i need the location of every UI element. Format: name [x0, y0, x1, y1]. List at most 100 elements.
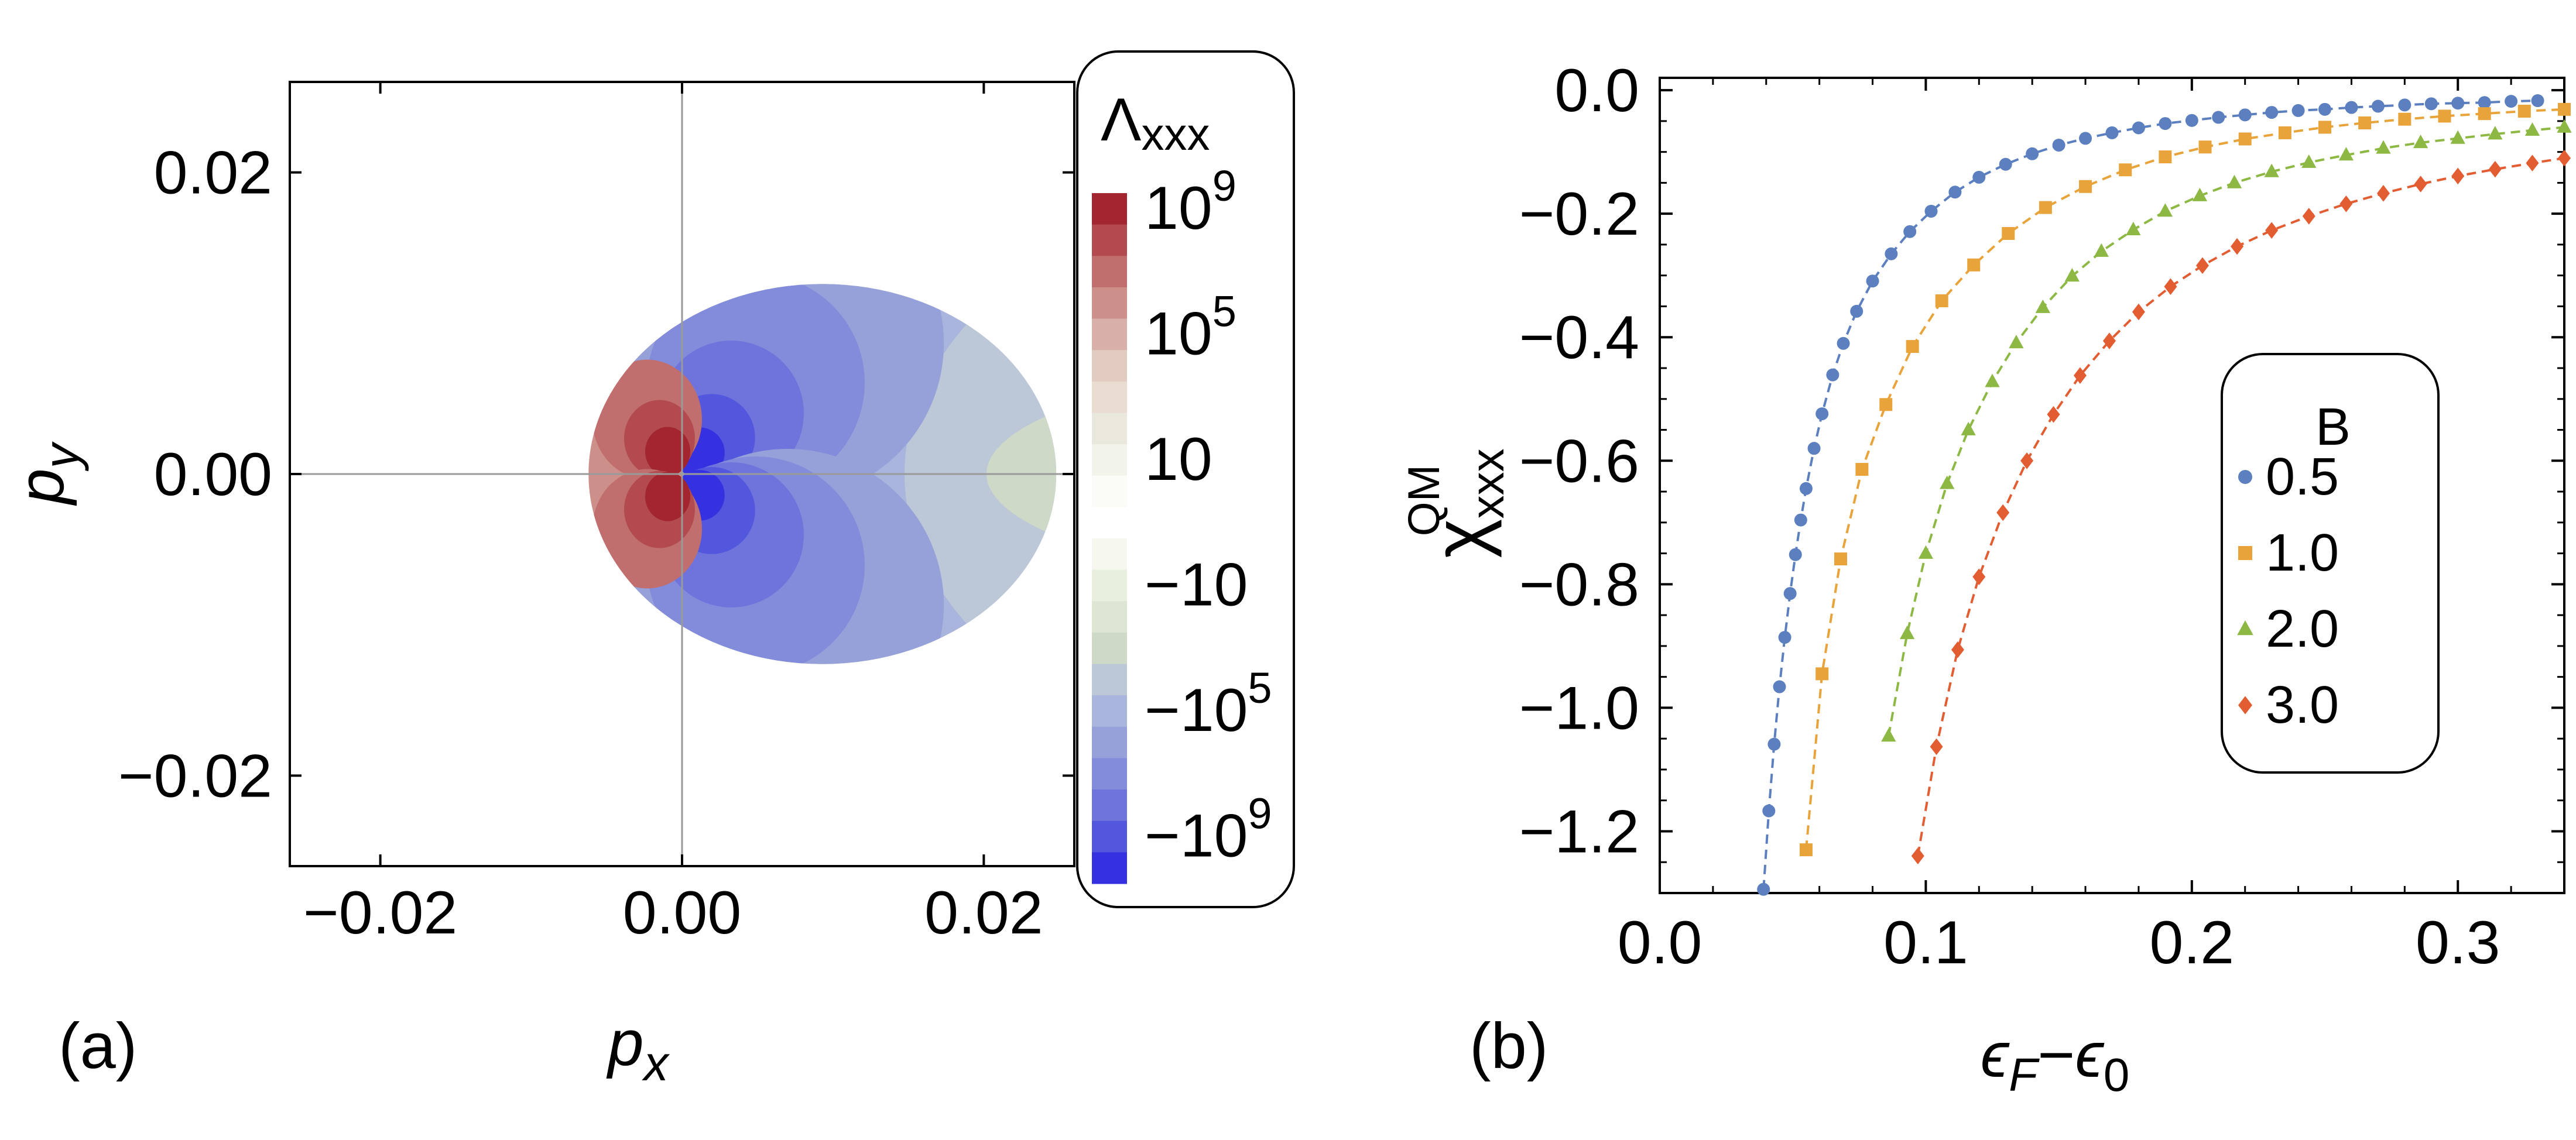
- data-point: [2079, 180, 2092, 193]
- data-point: [2302, 208, 2315, 225]
- colorbar-swatch: [1092, 726, 1127, 758]
- data-point: [1855, 463, 1869, 476]
- data-point: [1789, 548, 1802, 561]
- data-point: [2414, 176, 2427, 193]
- colorbar-tick-label: 10: [1145, 425, 1212, 493]
- y-tick-label: −0.2: [1519, 180, 1639, 248]
- y-tick-label: 0.0: [1554, 57, 1639, 125]
- axis-a-ticks: −0.02 0.00 0.02 0.02 0.00 −0.02: [118, 82, 1074, 947]
- plot-b-frame: [1659, 77, 2565, 894]
- colorbar-swatch: [1092, 632, 1127, 665]
- colorbar-swatch: [1092, 538, 1127, 571]
- colorbar-swatch: [1092, 695, 1127, 727]
- data-point: [1799, 482, 1813, 495]
- colorbar-frame: [1076, 50, 1295, 908]
- data-point: [1815, 407, 1829, 421]
- data-point: [2318, 102, 2332, 116]
- data-point: [2192, 187, 2208, 201]
- y-tick-label: −0.02: [118, 742, 272, 810]
- y-tick-label: 0.02: [154, 139, 272, 207]
- contour-band: [645, 472, 690, 521]
- data-point: [1783, 587, 1797, 600]
- contour-band: [645, 427, 690, 476]
- data-point: [2424, 97, 2438, 111]
- data-point: [2265, 106, 2279, 119]
- legend-marker: [2238, 696, 2252, 715]
- data-point: [2020, 452, 2034, 469]
- data-point: [1773, 680, 1786, 693]
- x-tick-label: 0.1: [1883, 909, 1968, 977]
- data-point: [2265, 222, 2279, 239]
- data-point: [2398, 112, 2411, 126]
- legend-b-frame: [2221, 353, 2440, 774]
- panel-label-b: (b): [1469, 1010, 1548, 1082]
- data-point: [1924, 204, 1938, 218]
- colorbar-swatch: [1092, 193, 1127, 225]
- data-point: [1999, 157, 2012, 171]
- y-tick-label: −1.0: [1519, 674, 1639, 742]
- data-point: [1850, 304, 1864, 318]
- panel-label-a: (a): [59, 1010, 137, 1082]
- data-point: [2338, 147, 2354, 161]
- colorbar-swatch: [1092, 507, 1127, 539]
- data-point: [2226, 174, 2242, 188]
- data-point: [1807, 442, 1821, 455]
- data-point: [1799, 843, 1813, 857]
- series-line: [1916, 157, 2565, 857]
- data-point: [1762, 804, 1776, 818]
- data-point: [2264, 163, 2279, 177]
- data-point: [2052, 139, 2065, 152]
- data-point: [2413, 135, 2428, 149]
- data-point: [1906, 340, 1919, 353]
- x-tick-label: 0.2: [2150, 909, 2235, 977]
- data-point: [2196, 257, 2209, 274]
- data-point: [2047, 406, 2060, 423]
- data-point: [1948, 186, 1962, 199]
- legend-b-items: 0.5 1.0 2.0 3.0: [2237, 448, 2339, 734]
- data-point: [1911, 847, 1924, 864]
- colorbar-swatches: [1092, 193, 1127, 884]
- colorbar-swatch: [1092, 318, 1127, 351]
- legend-label: 2.0: [2266, 600, 2339, 658]
- data-point: [1866, 274, 1879, 288]
- red-lobes: [592, 359, 702, 589]
- data-point: [1899, 626, 1915, 640]
- data-point: [2438, 109, 2451, 123]
- colorbar-swatch: [1092, 852, 1127, 884]
- x-tick-label: 0.0: [1618, 909, 1703, 977]
- data-point: [2376, 140, 2391, 154]
- colorbar-swatch: [1092, 601, 1127, 633]
- colorbar-tick-label: 105: [1145, 287, 1236, 368]
- data-point: [1767, 737, 1781, 751]
- colorbar-tick-label: −10: [1145, 551, 1248, 619]
- data-point: [2126, 221, 2141, 235]
- x-tick-label: 0.02: [924, 879, 1043, 947]
- data-point: [1903, 225, 1917, 238]
- data-point: [2238, 132, 2252, 146]
- data-point: [1935, 294, 1948, 307]
- colorbar-tick-label: 109: [1145, 162, 1236, 242]
- data-point: [2164, 278, 2177, 295]
- data-point: [1967, 258, 1981, 272]
- colorbar-swatch: [1092, 820, 1127, 853]
- panel-b: 0.0 0.1 0.2 0.30.0−0.2−0.4−0.6−0.8−1.0−1.2 …: [1399, 57, 2572, 1101]
- data-point: [2488, 126, 2503, 140]
- colorbar-swatch: [1092, 444, 1127, 476]
- legend-label: 3.0: [2266, 676, 2339, 734]
- fermi-surface: [588, 284, 1057, 664]
- data-point: [2524, 122, 2540, 136]
- data-point: [2557, 119, 2572, 133]
- data-point: [1778, 631, 1791, 644]
- series-diamond: [1911, 149, 2571, 864]
- data-point: [2358, 116, 2372, 130]
- data-point: [1961, 421, 1976, 435]
- data-point: [1930, 738, 1943, 756]
- data-point: [1794, 513, 1807, 527]
- data-point: [2558, 102, 2571, 116]
- data-point: [2339, 195, 2353, 212]
- xlabel-a: px: [606, 1007, 670, 1091]
- y-tick-label: −0.6: [1519, 427, 1639, 495]
- data-point: [1879, 398, 1893, 411]
- series-line: [1804, 108, 2565, 850]
